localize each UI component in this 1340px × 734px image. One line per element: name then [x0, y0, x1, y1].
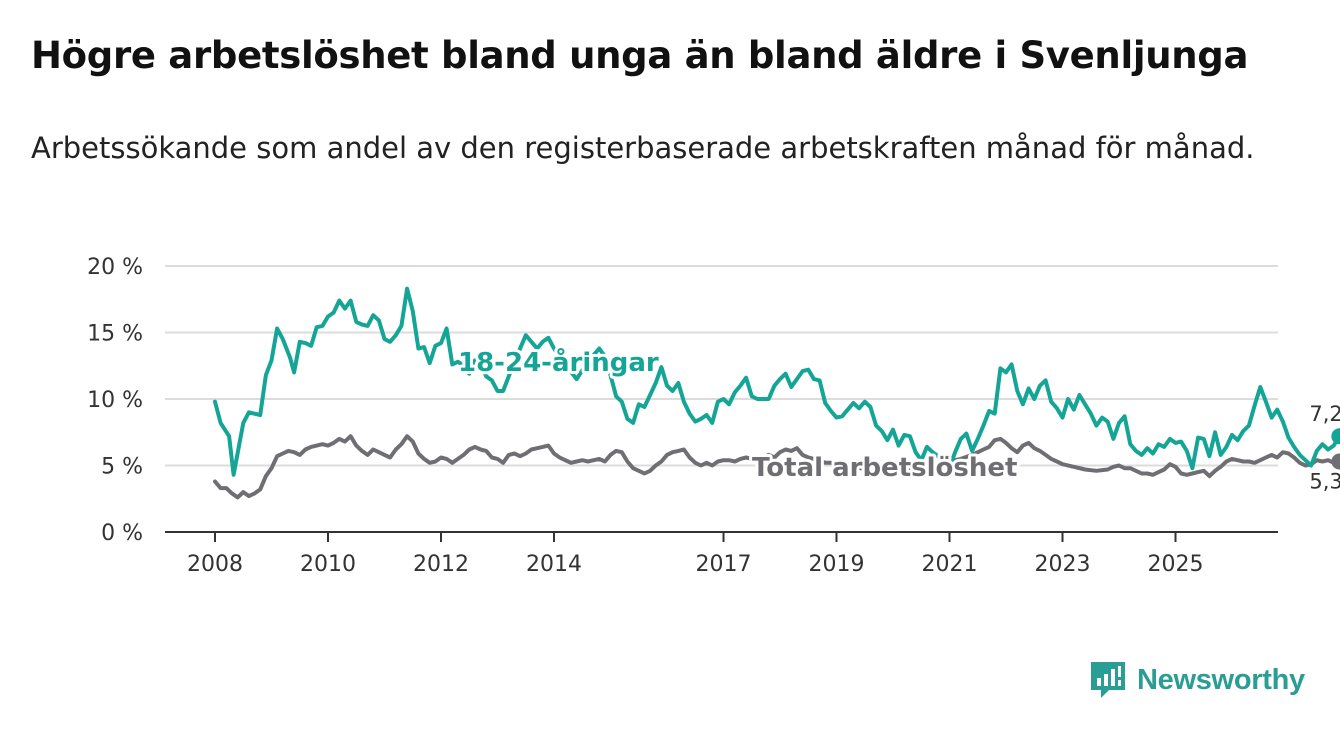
chart-subtitle: Arbetssökande som andel av den registerb… [31, 131, 1255, 165]
youth-series-label: 18-24-åringar [458, 346, 659, 378]
youth-series-line [213, 286, 1340, 477]
total-series-label: Total arbetslöshet [752, 453, 1017, 483]
x-tick-label: 2010 [300, 552, 356, 577]
total-end-value-label: 5,3 % [1309, 470, 1340, 494]
youth-end-value-label: 7,2 % [1309, 402, 1340, 426]
youth-series-end-marker [1331, 428, 1340, 445]
series-labels: 18-24-åringar Total arbetslöshet 7,2 % 5… [455, 343, 1340, 497]
x-tick-label: 2017 [696, 552, 752, 577]
x-tick-label: 2025 [1148, 552, 1204, 577]
y-tick-label: 15 % [87, 322, 143, 347]
brand-name: Newsworthy [1137, 663, 1305, 696]
chart-title: Högre arbetslöshet bland unga än bland ä… [31, 34, 1249, 77]
series-lines [213, 286, 1340, 500]
y-tick-label: 20 % [87, 255, 143, 280]
x-tick-label: 2023 [1035, 552, 1091, 577]
x-axis-ticks: 2008 2010 2012 2014 2017 2019 2021 2023 2025 [187, 532, 1204, 577]
y-tick-label: 0 % [101, 521, 143, 546]
gridlines [165, 265, 1278, 467]
y-axis-ticks: 0 % 5 % 10 % 15 % 20 % [87, 255, 143, 546]
x-tick-label: 2021 [922, 552, 978, 577]
total-series-end-marker [1331, 453, 1340, 470]
x-tick-label: 2012 [413, 552, 469, 577]
newsworthy-brand: Newsworthy [1089, 660, 1305, 700]
x-tick-label: 2014 [526, 552, 582, 577]
y-tick-label: 10 % [87, 388, 143, 413]
total-series-line [213, 434, 1340, 500]
x-tick-label: 2008 [187, 552, 243, 577]
y-tick-label: 5 % [101, 455, 143, 480]
newsworthy-logo-icon [1091, 662, 1125, 698]
x-tick-label: 2019 [809, 552, 865, 577]
